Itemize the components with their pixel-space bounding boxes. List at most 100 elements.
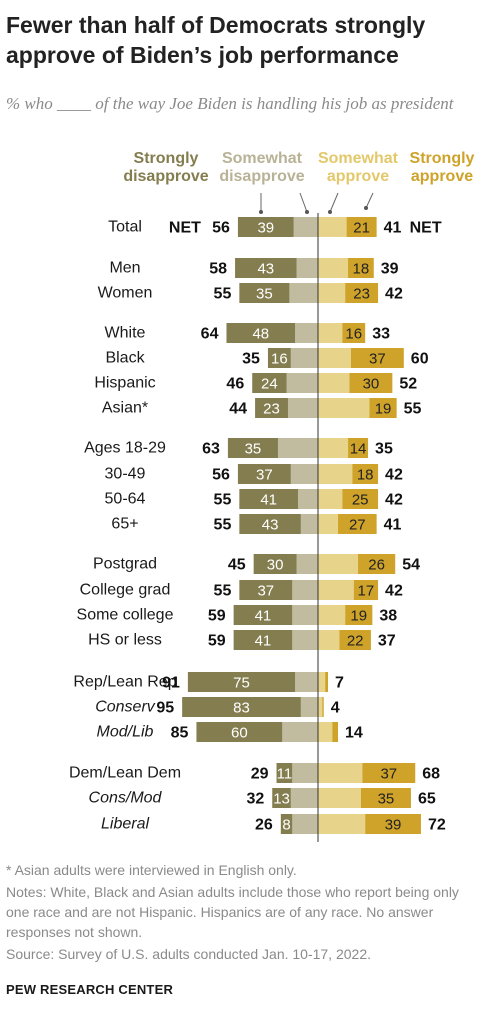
data-label-strongly-approve: 19 bbox=[375, 401, 392, 418]
data-label-strongly-disapprove: 11 bbox=[277, 766, 293, 783]
net-approve-value: 39 bbox=[381, 261, 399, 278]
bar-somewhat-approve bbox=[318, 373, 350, 393]
bar-somewhat-disapprove bbox=[277, 438, 318, 458]
chart-subtitle: % who ____ of the way Joe Biden is handl… bbox=[6, 94, 454, 113]
bar-strongly-disapprove bbox=[235, 258, 297, 278]
legend-pointer-somewhat-approve bbox=[329, 192, 339, 213]
legend-pointer-strongly-approve bbox=[365, 192, 374, 209]
row-label: HS or less bbox=[88, 632, 162, 649]
legend-somewhat-approve: Somewhat approve bbox=[312, 150, 404, 186]
bar-somewhat-approve bbox=[318, 438, 349, 458]
data-label-strongly-disapprove: 13 bbox=[273, 791, 290, 808]
bar-strongly-approve bbox=[346, 217, 377, 237]
bar-strongly-approve bbox=[369, 398, 397, 418]
data-label-strongly-disapprove: 24 bbox=[261, 376, 278, 393]
data-label-strongly-approve: 14 bbox=[350, 441, 367, 458]
bar-somewhat-disapprove bbox=[295, 672, 318, 692]
bar-strongly-disapprove bbox=[233, 630, 293, 650]
row-label: 30-49 bbox=[105, 466, 146, 483]
net-label-right: NET bbox=[410, 220, 442, 237]
net-approve-value: 72 bbox=[428, 817, 446, 834]
bar-somewhat-approve bbox=[318, 489, 343, 509]
legend-pointer-somewhat-disapprove-dot bbox=[305, 210, 309, 214]
bar-strongly-approve bbox=[348, 258, 374, 278]
footnote-source: Source: Survey of U.S. adults conducted … bbox=[6, 946, 371, 962]
row-label: College grad bbox=[80, 582, 171, 599]
bar-somewhat-disapprove bbox=[295, 323, 318, 343]
data-label-strongly-disapprove: 60 bbox=[231, 725, 248, 742]
legend-somewhat-disapprove: Somewhat disapprove bbox=[212, 150, 312, 186]
chart-title: Fewer than half of Democrats strongly ap… bbox=[6, 12, 426, 68]
row-label: Some college bbox=[77, 607, 174, 624]
bar-somewhat-approve bbox=[318, 630, 340, 650]
bar-strongly-approve bbox=[339, 630, 371, 650]
row-label: Postgrad bbox=[93, 556, 157, 573]
data-label-strongly-disapprove: 35 bbox=[256, 286, 273, 303]
data-label-strongly-approve: 30 bbox=[363, 376, 380, 393]
bar-somewhat-disapprove bbox=[300, 514, 318, 534]
bar-somewhat-approve bbox=[318, 763, 363, 783]
data-label-strongly-approve: 23 bbox=[353, 286, 370, 303]
bar-somewhat-disapprove bbox=[296, 258, 318, 278]
row-label: Dem/Lean Dem bbox=[69, 765, 181, 782]
data-label-strongly-approve: 26 bbox=[368, 557, 385, 574]
bar-somewhat-approve bbox=[318, 814, 366, 834]
bar-somewhat-approve bbox=[318, 722, 333, 742]
data-label-strongly-disapprove: 8 bbox=[282, 817, 290, 834]
net-disapprove-value: 59 bbox=[208, 608, 226, 625]
bar-somewhat-disapprove bbox=[290, 348, 318, 368]
net-disapprove-value: 32 bbox=[246, 791, 264, 808]
row-label: Liberal bbox=[101, 816, 149, 833]
bar-somewhat-approve bbox=[318, 398, 370, 418]
bar-strongly-approve bbox=[358, 554, 396, 574]
bar-strongly-approve bbox=[342, 323, 366, 343]
legend-pointer-somewhat-approve-dot bbox=[328, 210, 332, 214]
bar-somewhat-disapprove bbox=[292, 630, 318, 650]
bar-somewhat-disapprove bbox=[300, 697, 318, 717]
net-disapprove-value: 64 bbox=[201, 326, 219, 343]
net-disapprove-value: 85 bbox=[171, 725, 189, 742]
data-label-strongly-disapprove: 41 bbox=[255, 633, 272, 650]
bar-somewhat-disapprove bbox=[289, 283, 318, 303]
bar-somewhat-disapprove bbox=[292, 580, 318, 600]
row-label: Women bbox=[98, 285, 153, 302]
data-label-strongly-disapprove: 35 bbox=[245, 441, 262, 458]
org-credit: PEW RESEARCH CENTER bbox=[6, 982, 174, 997]
net-approve-value: 41 bbox=[384, 220, 402, 237]
bar-strongly-disapprove bbox=[267, 348, 291, 368]
legend-label: Somewhat approve bbox=[317, 150, 398, 185]
bar-strongly-disapprove bbox=[227, 438, 278, 458]
bar-strongly-disapprove bbox=[253, 554, 297, 574]
legend-label: Strongly approve bbox=[409, 150, 475, 185]
net-disapprove-value: 56 bbox=[212, 467, 230, 484]
bar-somewhat-approve bbox=[318, 788, 361, 808]
bar-strongly-approve bbox=[345, 605, 373, 625]
bar-somewhat-disapprove bbox=[292, 763, 318, 783]
data-label-strongly-approve: 19 bbox=[350, 608, 367, 625]
bar-strongly-approve bbox=[348, 438, 369, 458]
data-label-strongly-disapprove: 37 bbox=[256, 467, 273, 484]
bar-strongly-disapprove bbox=[255, 398, 288, 418]
net-approve-value: 60 bbox=[411, 351, 429, 368]
row-label: Asian* bbox=[102, 400, 148, 417]
row-label: Hispanic bbox=[94, 375, 155, 392]
net-disapprove-value: 55 bbox=[214, 492, 232, 509]
net-disapprove-value: 45 bbox=[228, 557, 246, 574]
net-approve-value: 54 bbox=[402, 557, 420, 574]
bar-somewhat-approve bbox=[318, 514, 339, 534]
row-label: Rep/Lean Rep bbox=[73, 674, 176, 691]
bar-strongly-approve bbox=[353, 580, 379, 600]
row-label: 50-64 bbox=[105, 491, 146, 508]
net-approve-value: 42 bbox=[385, 492, 403, 509]
legend-pointer-somewhat-disapprove bbox=[299, 192, 308, 213]
data-label-strongly-approve: 39 bbox=[385, 817, 402, 834]
bar-somewhat-approve bbox=[318, 258, 349, 278]
bar-strongly-disapprove bbox=[280, 814, 293, 834]
bar-somewhat-disapprove bbox=[297, 489, 318, 509]
bar-somewhat-disapprove bbox=[287, 398, 318, 418]
net-disapprove-value: 46 bbox=[226, 376, 244, 393]
bar-somewhat-approve bbox=[318, 605, 346, 625]
net-disapprove-value: 91 bbox=[162, 675, 180, 692]
bar-somewhat-disapprove bbox=[292, 814, 318, 834]
row-label: Men bbox=[109, 260, 140, 277]
